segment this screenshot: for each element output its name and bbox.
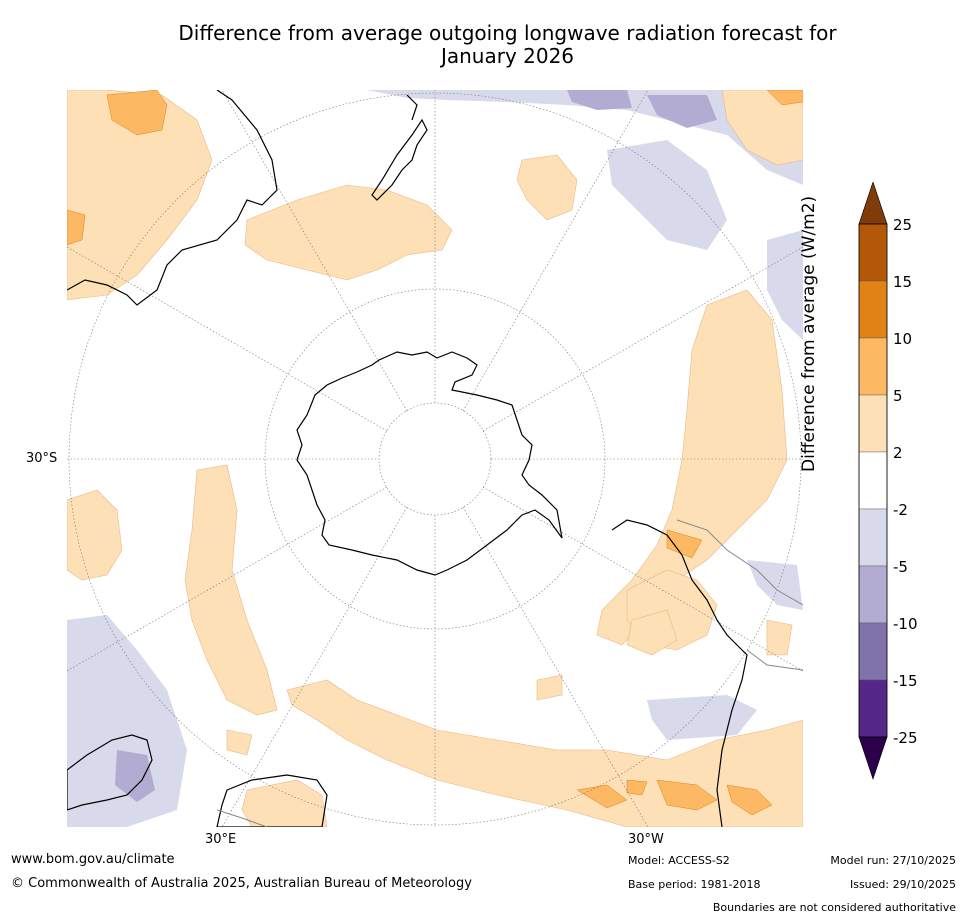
latitude-circle-30s — [68, 92, 802, 826]
anomaly-positive-light — [67, 90, 803, 827]
footer-url: www.bom.gov.au/climate — [11, 852, 175, 867]
anomaly-positive-medium — [67, 90, 803, 816]
colorbar-swatch — [858, 394, 888, 453]
colorbar — [855, 181, 965, 782]
colorbar-swatch — [858, 223, 888, 282]
chart-title: Difference from average outgoing longwav… — [60, 22, 955, 68]
coastlines — [67, 90, 748, 827]
cb-tick-10: 10 — [893, 330, 913, 348]
colorbar-swatch — [858, 280, 888, 339]
cb-tick-5: 5 — [893, 387, 903, 405]
colorbar-extend-max — [858, 181, 888, 225]
africa-coast — [67, 734, 153, 811]
map-panel — [67, 90, 803, 827]
cb-tick-neg5: -5 — [893, 558, 908, 576]
cb-tick-2: 2 — [893, 444, 903, 462]
colorbar-graphic — [858, 181, 888, 780]
new-zealand-coast — [371, 94, 428, 201]
footer-model: Model: ACCESS-S2 — [628, 854, 730, 867]
cb-tick-25: 25 — [893, 216, 913, 234]
boundaries — [216, 519, 803, 827]
colorbar-swatch — [858, 679, 888, 738]
legend-title: Difference from average (W/m2) — [798, 195, 819, 472]
footer-disclaimer: Boundaries are not considered authoritat… — [712, 901, 956, 914]
polar-map — [67, 90, 803, 827]
colorbar-outline — [858, 223, 888, 738]
cb-tick-neg25: -25 — [893, 729, 918, 747]
colorbar-extend-min — [858, 736, 888, 780]
title-line-1: Difference from average outgoing longwav… — [178, 21, 837, 45]
cb-tick-neg15: -15 — [893, 672, 918, 690]
colorbar-swatch — [858, 451, 888, 510]
footer-base-period: Base period: 1981-2018 — [628, 878, 761, 891]
cb-tick-neg2: -2 — [893, 501, 908, 519]
lon-label-30w: 30°W — [628, 832, 664, 847]
colorbar-swatch — [858, 622, 888, 681]
lon-label-30e: 30°E — [205, 832, 237, 847]
latitude-circle-50s — [264, 288, 606, 630]
footer-issued: Issued: 29/10/2025 — [849, 878, 956, 891]
title-line-2: January 2026 — [440, 44, 575, 68]
colorbar-swatch — [858, 337, 888, 396]
colorbar-swatch — [858, 508, 888, 567]
antarctica-coast — [296, 351, 563, 576]
anomaly-negative-medium — [115, 90, 717, 802]
australia-coast — [67, 90, 278, 306]
lat-label-30s: 30°S — [26, 451, 58, 466]
madagascar-coast — [216, 774, 328, 827]
cb-tick-15: 15 — [893, 273, 913, 291]
colorbar-swatch — [858, 565, 888, 624]
footer-model-run: Model run: 27/10/2025 — [830, 854, 956, 867]
footer-copyright: © Commonwealth of Australia 2025, Austra… — [11, 876, 472, 891]
south-america-coast — [611, 519, 748, 827]
cb-tick-neg10: -10 — [893, 615, 918, 633]
graticule — [67, 90, 803, 827]
